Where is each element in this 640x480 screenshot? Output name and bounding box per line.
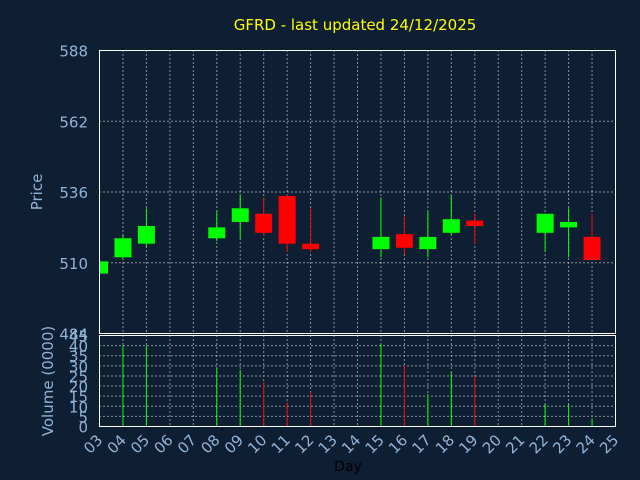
day-tick-labels: 0304050607080910111213141516171819202122… — [80, 431, 622, 457]
candle-03 — [99, 260, 108, 277]
day-tick-label: 05 — [127, 431, 153, 457]
candle-body — [466, 220, 484, 227]
candle-body — [560, 221, 578, 228]
candle-10 — [255, 197, 273, 236]
day-tick-label: 14 — [338, 431, 364, 457]
price-tick-label: 510 — [59, 255, 88, 273]
day-tick-label: 23 — [549, 431, 575, 457]
price-tick-label: 562 — [59, 113, 88, 131]
candle-08 — [208, 211, 226, 241]
candle-body — [278, 196, 296, 244]
day-tick-label: 12 — [291, 431, 317, 457]
day-axis-label: Day — [334, 459, 362, 475]
day-tick-label: 11 — [268, 431, 294, 457]
candle-body — [231, 208, 249, 222]
day-tick-label: 16 — [385, 431, 411, 457]
volume-tick-label: 5 — [78, 408, 88, 426]
day-tick-label: 24 — [573, 431, 599, 457]
candle-19 — [466, 213, 484, 244]
price-plot-border — [99, 50, 616, 334]
day-tick-label: 13 — [315, 431, 341, 457]
day-tick-label: 07 — [174, 431, 200, 457]
chart-title: GFRD - last updated 24/12/2025 — [234, 16, 477, 34]
day-tick-label: 17 — [408, 431, 434, 457]
candle-body — [302, 243, 320, 250]
price-grid — [99, 50, 616, 334]
candle-body — [583, 236, 601, 261]
day-tick-label: 21 — [502, 431, 528, 457]
volume-series — [122, 343, 593, 427]
volume-tick-label: 10 — [69, 398, 88, 416]
candle-body — [114, 238, 132, 258]
candle-05 — [137, 208, 155, 247]
day-tick-label: 20 — [479, 431, 505, 457]
volume-axis-label: Volume (0000) — [39, 326, 57, 436]
candlestick-series — [99, 194, 601, 277]
candle-body — [419, 236, 437, 250]
candle-16 — [395, 216, 413, 255]
candle-09 — [231, 194, 249, 239]
volume-tick-label: 45 — [69, 328, 88, 346]
candle-17 — [419, 211, 437, 258]
candle-24 — [583, 213, 601, 261]
volume-tick-label: 30 — [69, 358, 88, 376]
price-tick-label: 484 — [59, 326, 88, 344]
day-tick-label: 22 — [526, 431, 552, 457]
candle-body — [536, 213, 554, 233]
volume-tick-label: 15 — [69, 388, 88, 406]
day-tick-label: 25 — [596, 431, 622, 457]
day-tick-label: 04 — [104, 431, 130, 457]
day-tick-label: 15 — [362, 431, 388, 457]
candle-body — [442, 219, 460, 233]
volume-tick-label: 20 — [69, 378, 88, 396]
volume-tick-label: 0 — [78, 419, 88, 437]
candle-body — [372, 236, 390, 250]
candle-18 — [442, 194, 460, 236]
volume-grid — [99, 335, 616, 427]
candle-body — [99, 261, 108, 274]
candle-04 — [114, 235, 132, 261]
day-tick-label: 19 — [455, 431, 481, 457]
volume-tick-label: 40 — [69, 338, 88, 356]
candle-11 — [278, 194, 296, 252]
candle-12 — [302, 208, 320, 252]
candle-22 — [536, 213, 554, 252]
price-tick-label: 536 — [59, 184, 88, 202]
candle-body — [255, 213, 273, 233]
volume-tick-label: 25 — [69, 368, 88, 386]
day-tick-label: 08 — [197, 431, 223, 457]
candle-body — [395, 234, 413, 248]
price-axis-label: Price — [28, 174, 46, 211]
volume-plot-border — [99, 335, 616, 427]
day-tick-label: 06 — [150, 431, 176, 457]
day-tick-label: 18 — [432, 431, 458, 457]
candle-23 — [560, 208, 578, 258]
candle-15 — [372, 197, 390, 258]
price-tick-label: 588 — [59, 43, 88, 61]
price-tick-labels: 588 562 536 510 484 — [59, 43, 88, 344]
volume-tick-label: 35 — [69, 348, 88, 366]
candle-body — [137, 226, 155, 244]
day-tick-label: 10 — [244, 431, 270, 457]
candle-body — [208, 227, 226, 239]
day-tick-label: 09 — [221, 431, 247, 457]
